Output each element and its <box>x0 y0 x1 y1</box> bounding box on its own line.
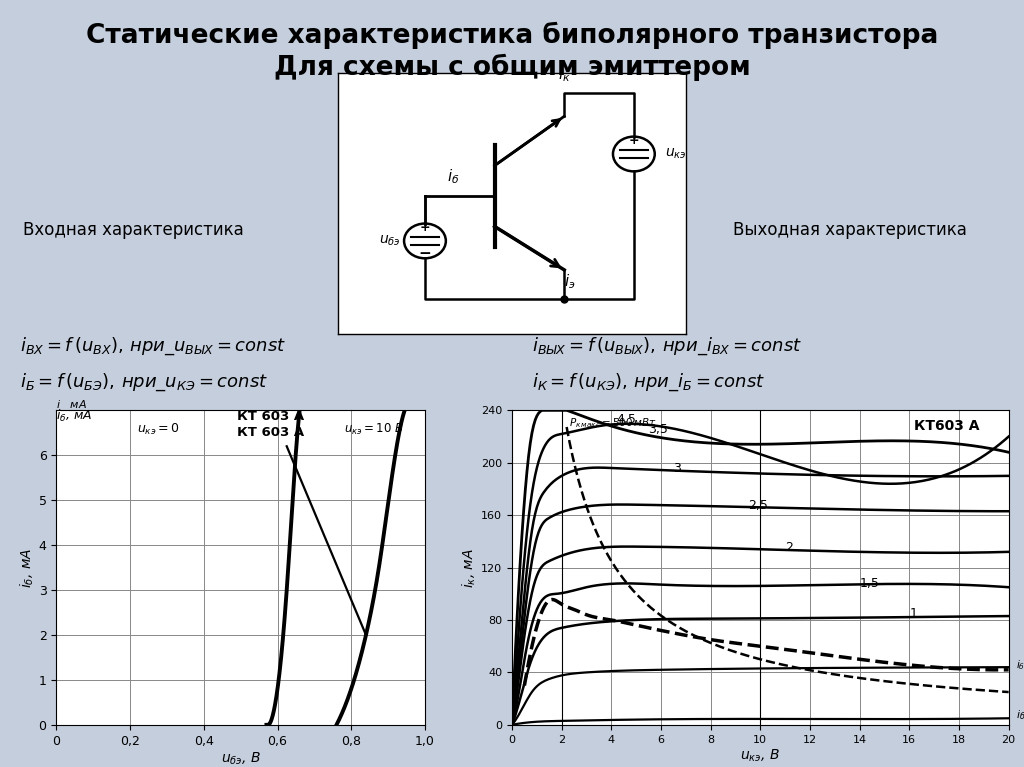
Text: $i_{ВХ} = f\,(u_{ВХ}),\,нри\_u_{ВЫХ} = const$: $i_{ВХ} = f\,(u_{ВХ}),\,нри\_u_{ВЫХ} = c… <box>20 336 287 357</box>
Text: $i_к$: $i_к$ <box>558 66 570 84</box>
Text: Для схемы с общим эмиттером: Для схемы с общим эмиттером <box>273 54 751 81</box>
Text: $u_{кэ} = 10$ В: $u_{кэ} = 10$ В <box>344 422 403 437</box>
Text: $i_б{=}0{,}5$ мА: $i_б{=}0{,}5$ мА <box>1016 659 1024 672</box>
Text: Статические характеристика биполярного транзистора: Статические характеристика биполярного т… <box>86 21 938 48</box>
Text: КТ603 А: КТ603 А <box>913 419 979 433</box>
Text: $i_{К} = f\,(u_{КЭ}),\,нри\_i_{Б} = const$: $i_{К} = f\,(u_{КЭ}),\,нри\_i_{Б} = cons… <box>532 371 766 393</box>
Text: 2: 2 <box>785 541 793 554</box>
Text: 1: 1 <box>909 607 918 621</box>
Text: Входная характеристика: Входная характеристика <box>23 221 244 239</box>
X-axis label: $u_{бэ}$, В: $u_{бэ}$, В <box>220 750 261 767</box>
Text: $u_{кэ}$: $u_{кэ}$ <box>666 146 687 161</box>
Text: КТ 603 А: КТ 603 А <box>237 410 304 423</box>
Y-axis label: $i_к$, мА: $i_к$, мА <box>461 548 478 588</box>
Text: 1,5: 1,5 <box>860 578 880 591</box>
Text: $i$   мА: $i$ мА <box>56 398 87 410</box>
Text: +: + <box>420 222 430 235</box>
Text: $i_б$, мА: $i_б$, мА <box>56 407 92 423</box>
Text: $i_б = 0$: $i_б = 0$ <box>1016 708 1024 722</box>
Text: $Р_{к\,макс}{=}500\,мВт$: $Р_{к\,макс}{=}500\,мВт$ <box>569 416 657 430</box>
Text: $i_{Б} = f\,(u_{БЭ}),\,нри\_u_{КЭ} = const$: $i_{Б} = f\,(u_{БЭ}),\,нри\_u_{КЭ} = con… <box>20 371 268 393</box>
Text: $i_{ВЫХ} = f\,(u_{ВЫХ}),\,нри\_i_{ВХ} = const$: $i_{ВЫХ} = f\,(u_{ВЫХ}),\,нри\_i_{ВХ} = … <box>532 336 803 357</box>
Text: −: − <box>419 246 431 262</box>
Text: $i_э$: $i_э$ <box>564 272 575 291</box>
Text: 3: 3 <box>674 462 681 475</box>
Text: 4,5: 4,5 <box>616 413 636 426</box>
Text: $u_{бэ}$: $u_{бэ}$ <box>379 234 401 248</box>
X-axis label: $u_{кэ}$, В: $u_{кэ}$, В <box>740 747 780 764</box>
Y-axis label: $i_б$, мА: $i_б$, мА <box>18 548 36 588</box>
Text: 2,5: 2,5 <box>748 499 768 512</box>
Text: 3,5: 3,5 <box>648 423 669 436</box>
Text: +: + <box>629 134 639 147</box>
Text: $i_б$: $i_б$ <box>446 167 459 186</box>
Text: $u_{кэ} = 0$: $u_{кэ} = 0$ <box>137 422 180 437</box>
Text: КТ 603 А: КТ 603 А <box>237 426 304 439</box>
Text: Выходная характеристика: Выходная характеристика <box>733 221 967 239</box>
